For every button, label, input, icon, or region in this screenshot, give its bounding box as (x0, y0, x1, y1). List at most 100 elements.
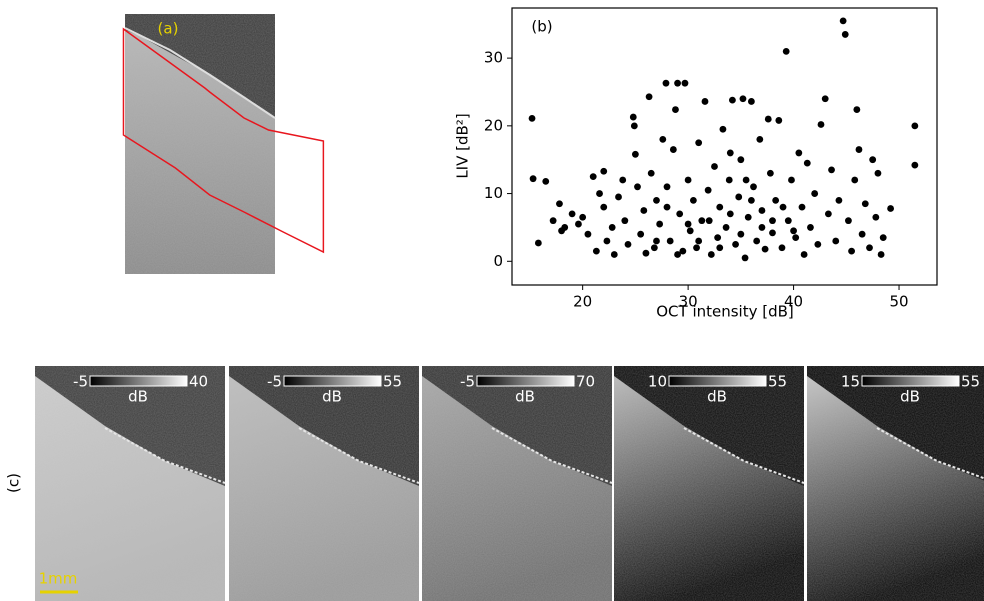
point (758, 207, 766, 214)
point (529, 175, 537, 183)
point (769, 217, 776, 225)
scatter-plot: (b) OCT intensity [dB] LIV [dB²] 20 30 40 5… (454, 7, 938, 321)
colorbar-unit: dB (322, 388, 342, 406)
plot-frame (511, 7, 938, 286)
point (556, 200, 563, 208)
point (753, 237, 761, 245)
speckle (614, 366, 804, 601)
oct-panel: -5 55 dB (229, 366, 420, 601)
point (742, 176, 750, 184)
point (788, 176, 795, 184)
point (561, 224, 569, 231)
point (879, 234, 887, 241)
point (663, 183, 671, 191)
point (575, 220, 582, 228)
colorbar-min: 15 (841, 373, 860, 391)
point (911, 122, 919, 130)
point (629, 113, 637, 121)
point (814, 240, 822, 248)
point (778, 244, 786, 252)
x-tick-label: 40 (784, 293, 803, 311)
point (750, 183, 757, 191)
point (676, 210, 684, 218)
speckle (422, 366, 612, 601)
colorbar (861, 375, 960, 387)
colorbar-min: -5 (73, 373, 88, 391)
point (647, 169, 655, 177)
roi (122, 27, 325, 254)
point (807, 224, 814, 231)
colorbar-max: 55 (383, 373, 402, 391)
point (695, 139, 703, 147)
point (705, 217, 713, 225)
speckle (807, 366, 984, 601)
oct-panel: 10 55 dB (614, 366, 805, 601)
point (872, 213, 880, 221)
colorbar-max: 70 (576, 373, 595, 391)
point (634, 183, 641, 191)
point (600, 167, 608, 175)
point (821, 95, 829, 103)
x-axis-label: OCT intensity [dB] (656, 303, 794, 321)
point (650, 244, 658, 252)
point (737, 156, 745, 164)
colorbar-unit: dB (128, 388, 148, 406)
colorbar-max: 40 (189, 373, 208, 391)
colorbar-unit: dB (900, 388, 920, 406)
panel-label: (a) (158, 20, 179, 38)
point (790, 227, 797, 235)
point (775, 117, 783, 124)
point (869, 156, 877, 164)
point (855, 146, 863, 153)
point (640, 207, 648, 214)
point (603, 237, 611, 245)
surface (124, 27, 276, 119)
point (528, 114, 536, 122)
point (725, 176, 733, 184)
point (619, 176, 627, 184)
point (704, 186, 712, 194)
point (811, 190, 819, 197)
point (824, 210, 832, 218)
point (737, 230, 745, 238)
point (779, 203, 787, 211)
y-tick-label: 10 (484, 184, 503, 202)
point (653, 196, 660, 204)
point (747, 98, 755, 105)
point (686, 227, 694, 235)
point (839, 17, 847, 25)
point (803, 159, 811, 167)
panel-a: (a) (122, 14, 325, 274)
point (679, 247, 687, 255)
point (877, 251, 885, 258)
point (772, 196, 780, 204)
point (861, 200, 869, 208)
colorbar-max: 55 (961, 373, 980, 391)
point (758, 224, 766, 231)
point (741, 254, 749, 262)
point (592, 247, 600, 255)
colorbar-min: 10 (648, 373, 667, 391)
point (589, 173, 597, 181)
speckle (125, 14, 275, 274)
colorbar (283, 375, 382, 387)
point (693, 244, 700, 252)
y-tick-label: 20 (484, 116, 503, 134)
point (674, 79, 681, 87)
panel-label: (b) (531, 18, 552, 36)
point (695, 237, 703, 245)
point (642, 249, 650, 257)
point (672, 106, 679, 113)
point (608, 224, 616, 231)
point (653, 237, 660, 245)
point (726, 149, 734, 157)
point (845, 217, 852, 225)
point (817, 121, 825, 128)
y-tick-label: 0 (493, 252, 503, 270)
point (684, 220, 692, 228)
x-tick-label: 50 (889, 293, 908, 311)
point (722, 224, 730, 231)
point (792, 234, 800, 241)
